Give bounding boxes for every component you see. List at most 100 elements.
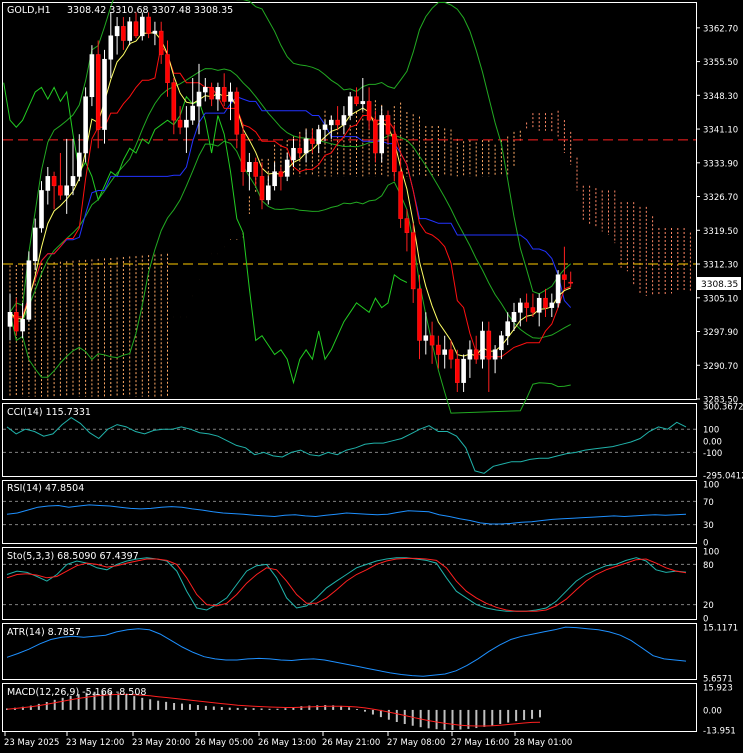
stoch-label: Sto(5,3,3) 68.5090 67.4397: [7, 551, 139, 562]
candle-body: [379, 115, 385, 154]
bollinger-middle: [9, 68, 571, 339]
price-tick-label: 3312.30: [703, 261, 738, 271]
rsi-tick-label: 100: [703, 481, 719, 491]
candle-body: [511, 312, 517, 322]
candle-body: [486, 330, 492, 360]
candle-body: [562, 274, 567, 280]
candle-body: [108, 35, 114, 60]
price-axis: 3362.70 3355.50 3348.30 3341.10 3333.90 3326.…: [696, 24, 738, 406]
stochastic-pane[interactable]: 100 80 20 0: [3, 548, 719, 625]
candle-body: [549, 302, 555, 308]
candle-body: [492, 349, 498, 360]
rsi-line: [6, 504, 687, 525]
candle-body: [196, 91, 202, 107]
candle-body: [51, 176, 57, 187]
date-label: 28 May 01:00: [514, 738, 572, 748]
candle-body: [102, 58, 107, 130]
price-tick-label: 3305.10: [703, 294, 738, 304]
bollinger-lower: [9, 140, 571, 414]
candle-body: [221, 87, 227, 102]
stoch-main-line: [6, 557, 687, 612]
main-price-pane[interactable]: [3, 0, 696, 414]
candle-body: [310, 138, 315, 144]
atr-label: ATR(14) 8.7857: [7, 627, 81, 638]
price-tick-label: 3355.50: [703, 58, 738, 68]
date-label: 27 May 16:00: [451, 738, 509, 748]
current-price-text: 3308.35: [701, 280, 738, 290]
candle-body: [448, 349, 454, 360]
rsi-tick-label: 70: [703, 498, 714, 508]
candle-body: [328, 119, 334, 126]
price-tick-label: 3333.90: [703, 159, 738, 169]
candle-body: [461, 358, 466, 383]
candle-body: [259, 176, 265, 201]
cci-tick-label: -295.0412: [703, 472, 743, 482]
candle-body: [133, 21, 139, 37]
candle-body: [64, 185, 69, 196]
stoch-tick-label: 0: [703, 615, 708, 625]
candle-body: [253, 162, 258, 177]
candle-body: [177, 119, 183, 128]
candle-body: [146, 16, 151, 34]
candle-body: [95, 54, 101, 130]
candle-body: [555, 274, 561, 304]
candle-body: [20, 319, 25, 332]
candle-body: [347, 96, 353, 116]
candle-body: [247, 162, 252, 173]
kijun-sen: [10, 96, 572, 318]
candle-body: [58, 185, 63, 196]
candle-body: [316, 129, 322, 144]
candle-body: [152, 30, 158, 34]
cci-pane-frame: [2, 403, 697, 477]
date-label: 23 May 12:00: [66, 738, 124, 748]
candle-body: [354, 96, 359, 105]
candle-body: [83, 96, 88, 154]
rsi-label: RSI(14) 47.8504: [7, 483, 84, 494]
candle-body: [45, 176, 51, 191]
stoch-signal-line: [6, 557, 687, 612]
stoch-pane-frame: [2, 547, 697, 620]
atr-pane-frame: [2, 623, 697, 680]
atr-tick-label: 15.1171: [703, 624, 738, 634]
price-tick-label: 3297.90: [703, 328, 738, 338]
candle-body: [291, 147, 296, 161]
candle-body: [467, 349, 473, 360]
price-tick-label: 3362.70: [703, 24, 738, 34]
cci-tick-label: 100: [703, 426, 719, 436]
candle-body: [121, 26, 126, 41]
rsi-pane-frame: [2, 480, 697, 544]
candle-body: [215, 87, 221, 100]
candle-body: [140, 16, 145, 37]
candle-body: [341, 115, 347, 126]
candle-body: [517, 302, 523, 313]
candle-body: [14, 312, 19, 332]
rsi-pane[interactable]: 100 70 30 0: [3, 481, 719, 549]
date-label: 23 May 20:00: [132, 738, 190, 748]
candle-body: [366, 101, 372, 121]
candle-body: [499, 335, 504, 351]
candle-body: [385, 115, 391, 135]
cci-line: [6, 416, 687, 474]
candle-body: [184, 119, 189, 128]
candle-body: [322, 124, 328, 130]
candle-body: [284, 159, 290, 177]
candle-body: [505, 321, 511, 337]
stoch-tick-label: 80: [703, 561, 714, 571]
cci-label: CCI(14) 115.7331: [7, 407, 91, 418]
candle-body: [417, 288, 422, 341]
price-tick-label: 3290.70: [703, 362, 738, 372]
candle-body: [127, 21, 132, 41]
macd-pane[interactable]: 15.923 0.00 -13.951: [6, 684, 736, 737]
candle-body: [423, 335, 429, 341]
price-tick-label: 3348.30: [703, 92, 738, 102]
candle-body: [454, 358, 460, 383]
candle-body: [209, 87, 214, 100]
candle-body: [272, 171, 277, 187]
candle-body: [77, 152, 82, 177]
ohlc-readout: 3308.42 3310.68 3307.48 3308.35: [67, 5, 233, 16]
atr-pane[interactable]: 15.1171 5.6571: [6, 624, 738, 685]
candle-body: [404, 218, 410, 233]
